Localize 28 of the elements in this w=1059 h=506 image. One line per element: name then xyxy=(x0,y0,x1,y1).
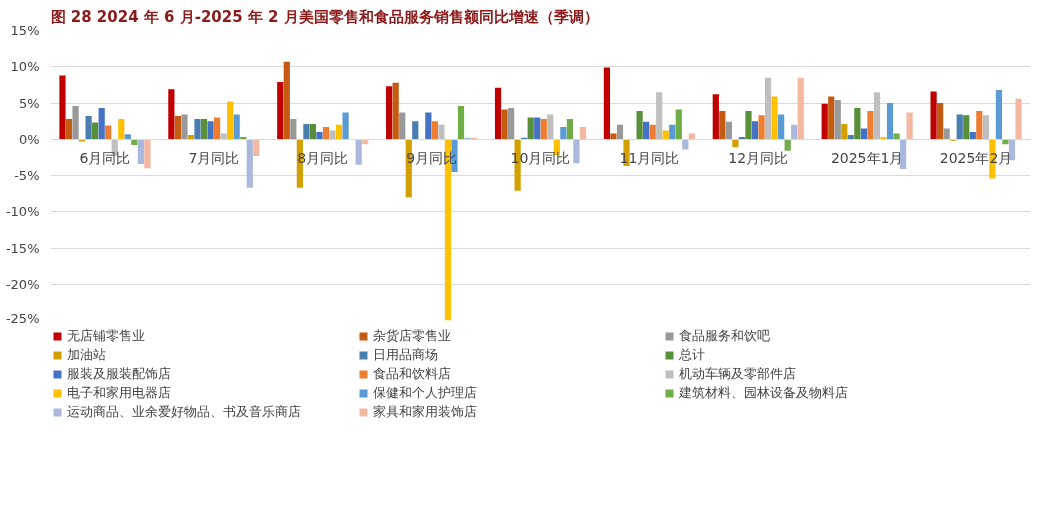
y-tick-label: -25% xyxy=(5,310,40,326)
legend-label: 机动车辆及零部件店 xyxy=(679,365,797,383)
chart-title: 图 28 2024 年 6 月-2025 年 2 月美国零售和食品服务销售额同比增速（季调） xyxy=(50,7,599,26)
y-tick-label: 10% xyxy=(10,59,40,75)
legend-label: 建筑材料、园林设备及物料店 xyxy=(679,384,849,402)
legend-label: 运动商品、业余爱好物品、书及音乐商店 xyxy=(67,403,302,421)
legend-label: 服装及服装配饰店 xyxy=(67,365,172,383)
y-tick-label: -20% xyxy=(5,276,40,292)
y-tick-label: 5% xyxy=(18,95,40,111)
x-tick-label: 2025年1月 xyxy=(830,150,904,167)
x-tick-label: 7月同比 xyxy=(188,150,240,167)
y-tick-label: -5% xyxy=(14,168,40,183)
y-tick-label: -10% xyxy=(5,204,40,220)
legend-label: 总计 xyxy=(679,346,706,364)
legend-label: 家具和家用装饰店 xyxy=(373,403,478,421)
legend-label: 食品服务和饮吧 xyxy=(679,327,771,345)
legend-label: 无店铺零售业 xyxy=(67,327,146,345)
legend-label: 食品和饮料店 xyxy=(373,365,452,383)
x-tick-label: 6月同比 xyxy=(79,150,131,167)
legend-label: 日用品商场 xyxy=(373,346,439,364)
legend-label: 保健和个人护理店 xyxy=(373,384,478,402)
x-tick-label: 12月同比 xyxy=(728,150,789,167)
y-tick-label: 0% xyxy=(18,131,40,147)
legend-label: 杂货店零售业 xyxy=(373,327,452,345)
legend-label: 加油站 xyxy=(67,346,107,364)
y-tick-label: -15% xyxy=(5,240,40,256)
y-tick-label: 15% xyxy=(10,23,40,38)
legend-label: 电子和家用电器店 xyxy=(67,384,172,402)
